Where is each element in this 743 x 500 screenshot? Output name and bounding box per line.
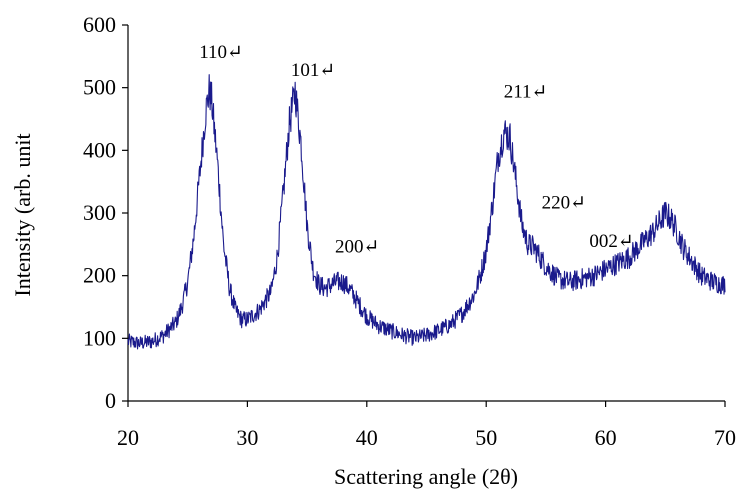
- chart-axes: 0 100 200 300 400 500 600 20 30 40 50 60 70: [83, 12, 736, 450]
- peak-label: 002↵: [589, 231, 633, 252]
- y-axis-title: Intensity (arb. unit: [10, 133, 35, 296]
- intensity-series-line: [127, 74, 726, 350]
- x-tick-label: 20: [117, 425, 139, 450]
- y-tick-label: 400: [83, 137, 116, 162]
- peak-label: 211↵: [504, 82, 548, 103]
- peak-label: 200↵: [335, 236, 379, 257]
- y-tick-label: 300: [83, 200, 116, 225]
- y-tick-label: 200: [83, 263, 116, 288]
- annotation-layer: 110↵ 101↵ 200↵ 211↵ 220↵002↵: [199, 42, 634, 257]
- y-tick-label: 500: [83, 75, 116, 100]
- x-tick-label: 30: [236, 425, 258, 450]
- peak-label: 101↵: [291, 60, 335, 81]
- y-tick-label: 600: [83, 12, 116, 37]
- y-tick-label: 100: [83, 325, 116, 350]
- x-tick-label: 60: [595, 425, 617, 450]
- x-tick-label: 40: [356, 425, 378, 450]
- peak-label: 220↵: [542, 193, 586, 214]
- peak-label: 110↵: [199, 42, 243, 63]
- y-tick-label: 0: [105, 388, 116, 413]
- x-tick-label: 50: [475, 425, 497, 450]
- x-axis-title: Scattering angle (2θ): [334, 464, 518, 489]
- x-tick-label: 70: [714, 425, 736, 450]
- series-layer: [127, 74, 726, 350]
